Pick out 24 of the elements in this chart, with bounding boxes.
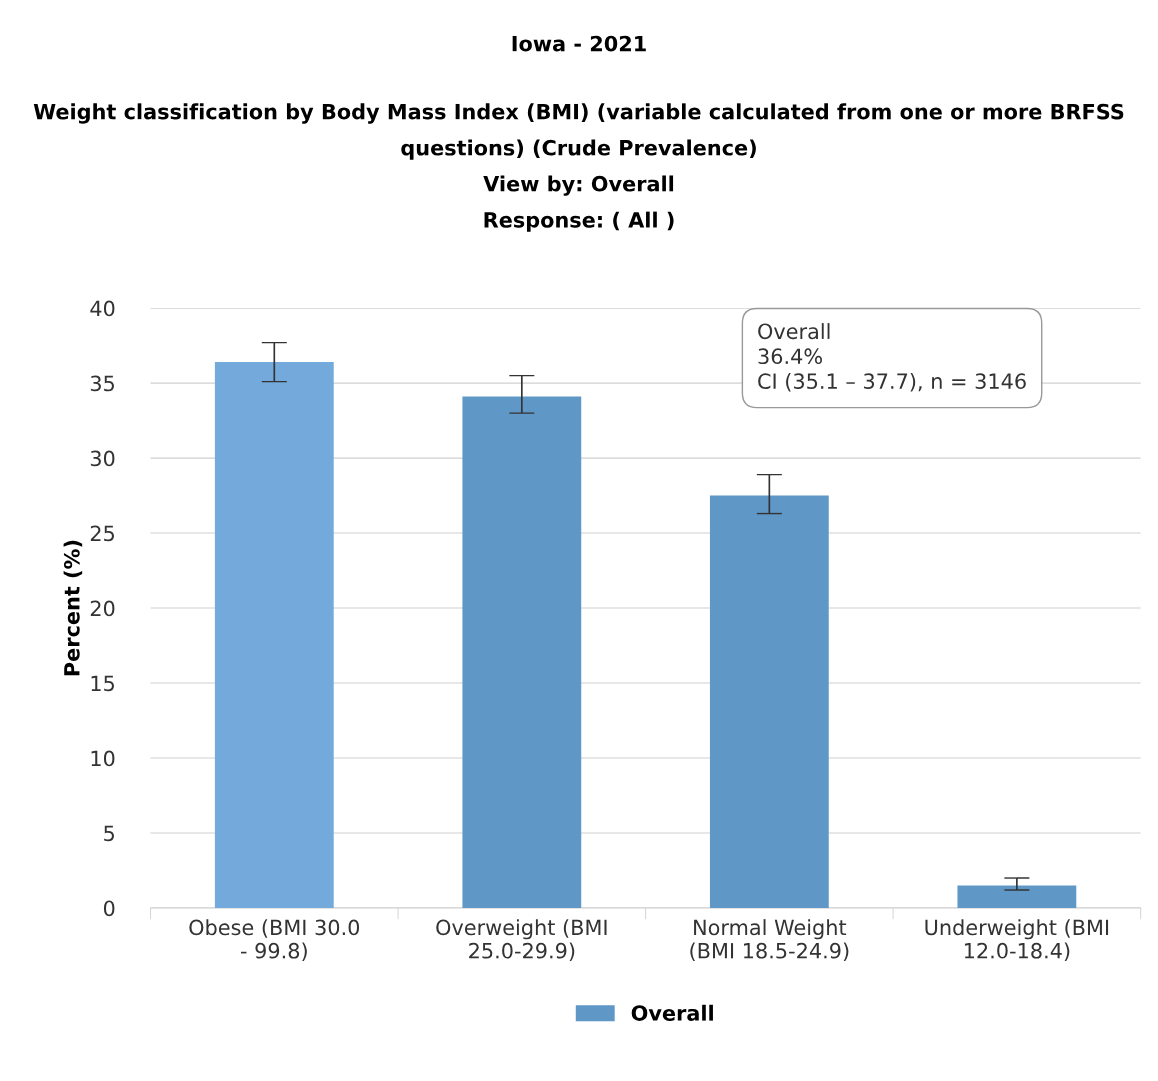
y-tick-label: 10 (91, 750, 115, 767)
x-tick-label: Overweight (BMI 25.0-29.9) (436, 919, 607, 962)
y-tick-label: 15 (91, 675, 114, 692)
y-tick-label: 5 (104, 825, 114, 842)
bar (462, 396, 582, 909)
annotation: Overall (758, 323, 830, 340)
bar (957, 885, 1077, 909)
y-axis-title: Percent (%) (63, 540, 83, 676)
y-tick-label: 40 (90, 300, 115, 317)
chart-subtitle: Weight classification by Body Mass Index (BMI) (variable calculated from one or more BRFSS questions) (Crude Prevalence) View by: Overall Response: ( All ) (33, 103, 1124, 232)
x-tick-label: Obese (BMI 30.0 - 99.8) (189, 919, 360, 962)
chart-title: Iowa - 2021 (512, 35, 646, 52)
bar (709, 495, 829, 909)
bar (214, 362, 334, 909)
x-tick-label: Normal Weight (BMI 18.5-24.9) (690, 919, 849, 962)
x-tick-label: Underweight (BMI 12.0-18.4) (925, 919, 1109, 962)
y-tick-label: 20 (90, 600, 115, 617)
y-tick-label: 0 (103, 900, 115, 917)
y-tick-label: 25 (90, 525, 114, 542)
annotation: 36.4% (758, 348, 822, 365)
legend-label: Overall (631, 1004, 713, 1021)
annotation: CI (35.1 – 37.7), n = 3146 (758, 372, 1026, 392)
y-tick-label: 35 (90, 375, 114, 392)
y-tick-label: 30 (90, 450, 115, 467)
